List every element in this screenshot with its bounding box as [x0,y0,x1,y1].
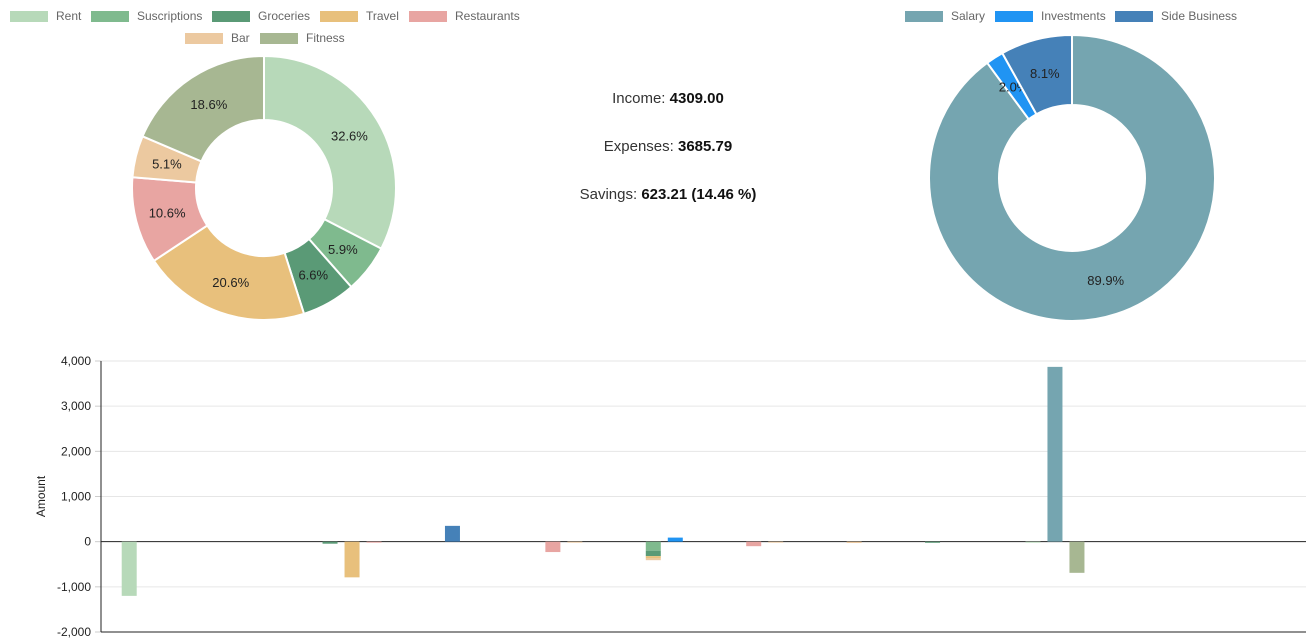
legend-swatch [905,10,943,22]
y-tick-label: 4,000 [61,354,91,368]
savings-label: Savings: [579,186,638,203]
legend-label: Investments [1041,9,1106,23]
slice-fitness[interactable] [141,54,265,163]
bar-travel[interactable] [645,556,661,559]
legend-label: Rent [56,9,82,23]
y-tick-label: -2,000 [57,625,91,639]
monthly-amount-bar-chart: 4,000 3,000 2,000 1,000 0 -1,000 -2,000 Amount [34,354,1306,639]
legend-item-rent[interactable]: Rent [10,9,81,23]
slice-label-side-business: 8.1% [1030,66,1060,81]
bar-suscriptions[interactable] [645,541,661,551]
expenses-value: 3685.79 [677,138,733,155]
bar-restaurants[interactable] [545,541,561,553]
bar-bar[interactable] [768,541,784,543]
legend-label: Bar [231,31,250,45]
bar-groceries[interactable] [925,541,941,543]
slice-travel[interactable] [152,224,306,321]
legend-item-groceries[interactable]: Groceries [212,9,310,23]
legend-item-salary[interactable]: Salary [905,9,985,23]
legend-label: Fitness [306,31,345,45]
legend-swatch [185,32,223,44]
bar-bar[interactable] [846,541,862,544]
legend-swatch [260,32,298,44]
bar-rent[interactable] [121,541,137,596]
income-label: Income: [612,90,666,107]
slice-label-groceries: 6.6% [298,268,328,283]
legend-swatch [409,10,447,22]
legend-label: Restaurants [455,9,520,23]
legend-label: Groceries [258,9,311,23]
y-tick-label: 3,000 [61,399,91,413]
bar-restaurants[interactable] [746,541,762,547]
legend-swatch [91,10,129,22]
slice-label-suscriptions: 5.9% [328,242,358,257]
slice-side-business[interactable] [1000,33,1073,116]
bar-investments[interactable] [667,537,683,542]
expenses-doughnut-chart: 32.6% 5.9%6.6% 20.6% 10.6% 5.1% 18.6% [131,54,397,321]
legend-item-investments[interactable]: Investments [995,9,1106,23]
bar-groceries[interactable] [645,550,661,557]
income-summary: Income: 4309.00 [510,90,826,107]
bar-restaurants[interactable] [366,541,382,543]
legend-item-fitness[interactable]: Fitness [260,31,345,45]
bar-travel[interactable] [344,541,360,578]
y-axis-title: Amount [34,475,48,517]
bar-side-business[interactable] [444,525,460,542]
slice-label-restaurants: 10.6% [149,205,186,220]
legend-swatch [995,10,1033,22]
legend-swatch [10,10,48,22]
slice-rent[interactable] [263,54,397,251]
savings-summary: Savings: 623.21 (14.46 %) [510,186,826,203]
legend-item-travel[interactable]: Travel [320,9,399,23]
legend-swatch [212,10,250,22]
slice-label-travel: 20.6% [212,275,249,290]
legend-label: Side Business [1161,9,1238,23]
expenses-summary: Expenses: 3685.79 [510,138,826,155]
y-tick-label: 0 [84,535,91,549]
legend-item-side-business[interactable]: Side Business [1115,9,1237,23]
income-doughnut-chart: 89.9%2.0%8.1% [928,33,1216,322]
legend-item-bar[interactable]: Bar [185,31,250,45]
bar-salary[interactable] [1047,366,1063,542]
y-tick-label: 2,000 [61,444,91,458]
slice-label-bar: 5.1% [152,157,182,172]
bar-rent[interactable] [1025,541,1041,543]
slice-label-salary: 89.9% [1087,273,1124,288]
bar-groceries[interactable] [322,541,338,544]
income-value: 4309.00 [669,90,724,107]
legend-item-restaurants[interactable]: Restaurants [409,9,520,23]
legend-label: Suscriptions [137,9,203,23]
expenses-label: Expenses: [603,138,674,155]
legend-label: Travel [366,9,399,23]
legend-swatch [1115,10,1153,22]
savings-value: 623.21 (14.46 %) [641,186,757,203]
y-tick-label: 1,000 [61,490,91,504]
legend-label: Salary [951,9,986,23]
y-tick-label: -1,000 [57,580,91,594]
bar-bar[interactable] [645,558,661,561]
bar-bar[interactable] [567,541,583,543]
legend-swatch [320,10,358,22]
slice-salary[interactable] [928,33,1216,322]
slice-label-fitness: 18.6% [190,97,227,112]
legend-item-suscriptions[interactable]: Suscriptions [91,9,202,23]
slice-label-rent: 32.6% [331,129,368,144]
bar-fitness[interactable] [1069,541,1085,573]
